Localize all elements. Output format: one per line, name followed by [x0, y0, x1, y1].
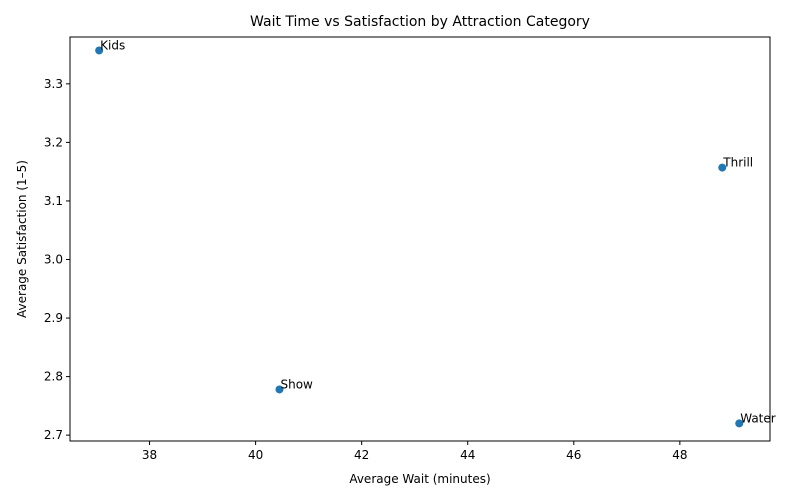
- plot-area-frame: [69, 36, 771, 442]
- chart-title: Wait Time vs Satisfaction by Attraction …: [250, 14, 590, 30]
- y-tick-label: 3.3: [44, 77, 63, 91]
- y-tick-label: 2.7: [44, 428, 63, 442]
- x-tick-label: 44: [460, 448, 475, 462]
- y-tick-label: 3.0: [44, 252, 63, 266]
- point-label-thrill: Thrill: [722, 156, 753, 170]
- y-tick-label: 3.1: [44, 194, 63, 208]
- data-point-thrill: [718, 163, 727, 172]
- data-point-kids: [95, 46, 104, 55]
- point-label-show: Show: [280, 377, 313, 391]
- x-tick-label: 48: [672, 448, 687, 462]
- x-tick-label: 40: [248, 448, 263, 462]
- point-label-kids: Kids: [100, 38, 125, 52]
- x-tick-label: 38: [142, 448, 157, 462]
- y-tick-label: 2.8: [44, 370, 63, 384]
- x-axis-label: Average Wait (minutes): [349, 472, 490, 486]
- y-tick-label: 2.9: [44, 311, 63, 325]
- data-points: [95, 46, 744, 428]
- axis-ticks: 38 40 42 44 46 48 2.7 2.8 2.9 3.0 3.1 3.2 3.3: [44, 77, 688, 462]
- point-labels: Kids Thrill Show Water: [100, 38, 776, 425]
- x-tick-label: 42: [354, 448, 369, 462]
- y-axis-label: Average Satisfaction (1–5): [15, 160, 29, 318]
- data-point-show: [275, 385, 284, 394]
- y-tick-label: 3.2: [44, 135, 63, 149]
- point-label-water: Water: [740, 411, 776, 425]
- x-tick-label: 46: [566, 448, 581, 462]
- data-point-water: [735, 419, 744, 428]
